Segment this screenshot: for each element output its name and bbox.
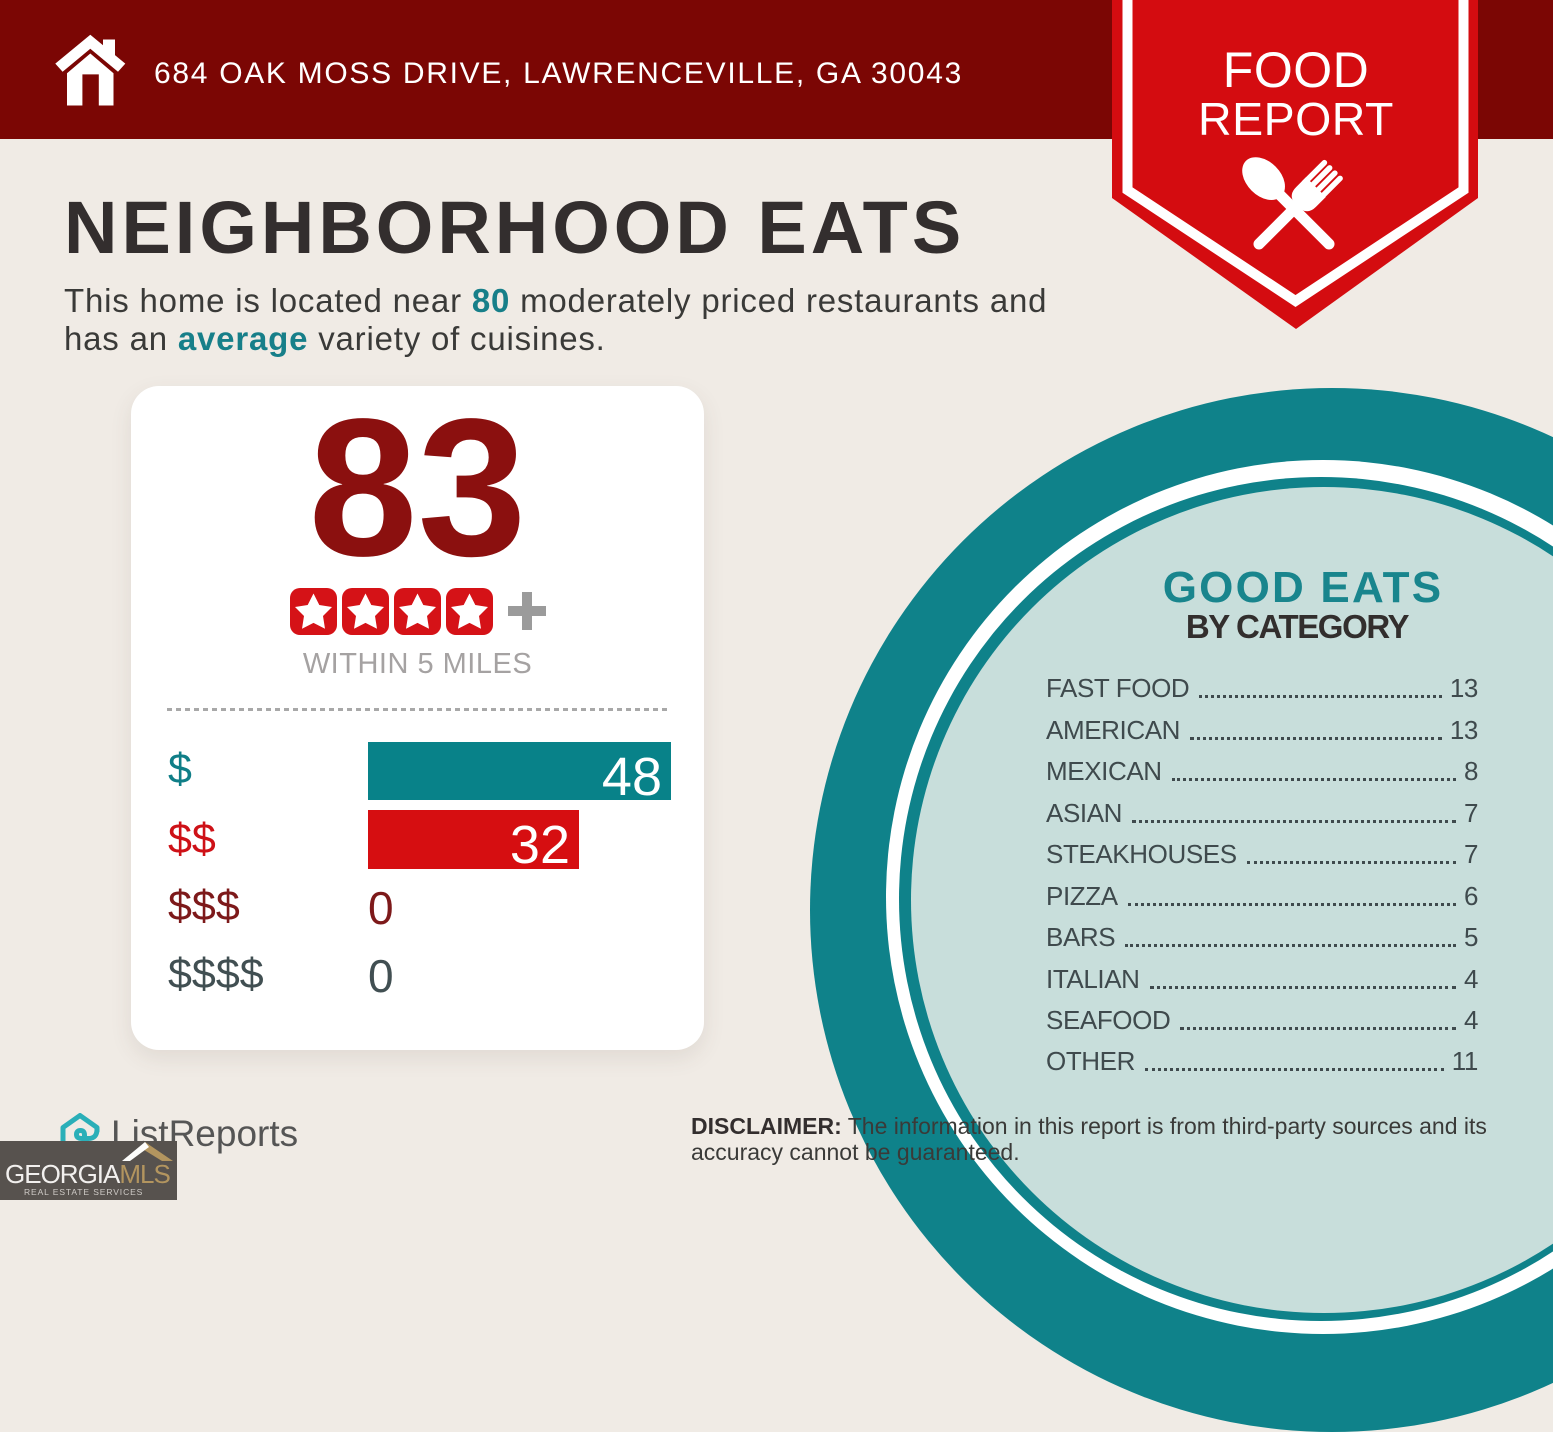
svg-text:REPORT: REPORT: [1198, 93, 1394, 145]
svg-text:FOOD: FOOD: [1223, 42, 1369, 98]
